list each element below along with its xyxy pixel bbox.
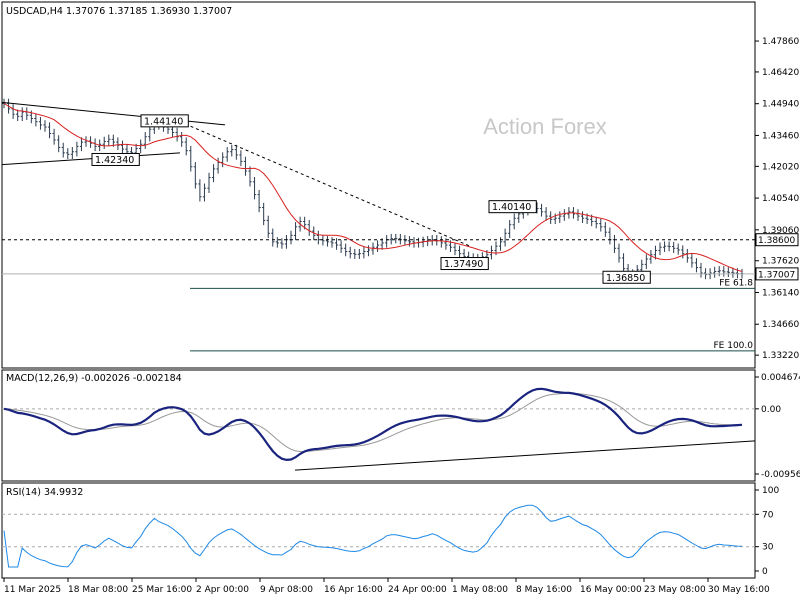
macd-main-line — [3, 387, 743, 462]
lower-channel-trendline — [1, 152, 181, 166]
price-tick-label: 1.47860 — [762, 37, 799, 47]
x-tick-label: 16 May 00:00 — [580, 585, 642, 595]
x-tick-label: 30 May 16:00 — [708, 585, 770, 595]
annotation-box — [91, 152, 140, 166]
annotation-box — [602, 270, 651, 284]
fib-extension-label: FE 100.0 — [714, 341, 754, 351]
rsi-tick-label: 70 — [762, 510, 774, 520]
x-tick-label: 11 Mar 2025 — [4, 585, 61, 595]
current-tag-box — [755, 267, 799, 281]
annotation-label: 1.37490 — [444, 259, 483, 270]
symbol-header: USDCAD,H4 1.37076 1.37185 1.36930 1.3700… — [6, 6, 232, 17]
current-tag-label: 1.37007 — [758, 270, 795, 280]
annotation-label: 1.42340 — [95, 155, 134, 166]
macd-tick-label: 0.004674 — [761, 373, 800, 383]
annotation-box — [488, 200, 537, 214]
annotation-box — [140, 114, 189, 128]
price-tick-label: 1.33220 — [762, 351, 799, 361]
watermark-text: Action Forex — [483, 114, 607, 139]
price-annotation: 1.36850 — [602, 270, 651, 284]
price-tick-label: 1.44940 — [762, 100, 799, 110]
price-annotation: 1.37490 — [440, 257, 489, 271]
annotation-label: 1.36850 — [606, 273, 645, 284]
price-tick-label: 1.40540 — [762, 194, 799, 204]
annotation-label: 1.40140 — [492, 202, 531, 213]
x-tick-label: 23 May 08:00 — [644, 585, 706, 595]
price-tick-label: 1.37620 — [762, 257, 799, 267]
annotation-label: 1.44140 — [144, 116, 183, 127]
moving-average-line — [3, 103, 743, 272]
macd-tick-label: -0.009568 — [761, 470, 800, 480]
price-annotation: 1.40140 — [488, 200, 537, 214]
macd-tick-label: 0.00 — [761, 405, 781, 415]
current-price-tag: 1.37007 — [755, 267, 799, 281]
rsi-label: RSI(14) 34.9932 — [6, 487, 83, 498]
macd-support-trendline — [294, 440, 756, 471]
falling-trendline-dashed — [184, 123, 471, 247]
rsi-tick-label: 30 — [762, 543, 774, 553]
level-tag-box — [755, 233, 799, 247]
price-tick-label: 1.39060 — [762, 226, 799, 236]
price-tick-label: 1.46420 — [762, 68, 799, 78]
x-tick-label: 24 Apr 00:00 — [388, 585, 447, 595]
price-tick-label: 1.36140 — [762, 288, 799, 298]
price-tick-label: 1.34660 — [762, 320, 799, 330]
x-tick-label: 1 May 08:00 — [452, 585, 508, 595]
rsi-tick-label: 0 — [762, 567, 768, 577]
price-tick-label: 1.43460 — [762, 131, 799, 141]
x-tick-label: 9 Apr 08:00 — [260, 585, 313, 595]
level-tag-label: 1.38600 — [758, 236, 795, 246]
fib-extension-label: FE 61.8 — [719, 278, 753, 288]
macd-signal-line — [3, 392, 742, 452]
x-tick-label: 16 Apr 16:00 — [324, 585, 383, 595]
x-tick-label: 2 Apr 00:00 — [196, 585, 249, 595]
price-panel-frame — [1, 1, 756, 369]
level-price-tag: 1.38600 — [755, 233, 799, 247]
x-tick-label: 8 May 16:00 — [516, 585, 572, 595]
macd-label: MACD(12,26,9) -0.002026 -0.002184 — [6, 373, 182, 384]
price-annotation: 1.44140 — [140, 114, 189, 128]
rsi-line — [3, 504, 743, 568]
x-tick-label: 25 Mar 16:00 — [132, 585, 192, 595]
rsi-panel-frame — [1, 482, 756, 579]
price-annotation: 1.42340 — [91, 152, 140, 166]
rsi-tick-label: 100 — [762, 486, 779, 496]
x-tick-label: 18 Mar 08:00 — [68, 585, 128, 595]
annotation-box — [440, 257, 489, 271]
price-bars — [2, 98, 744, 280]
price-tick-label: 1.42020 — [762, 162, 799, 172]
